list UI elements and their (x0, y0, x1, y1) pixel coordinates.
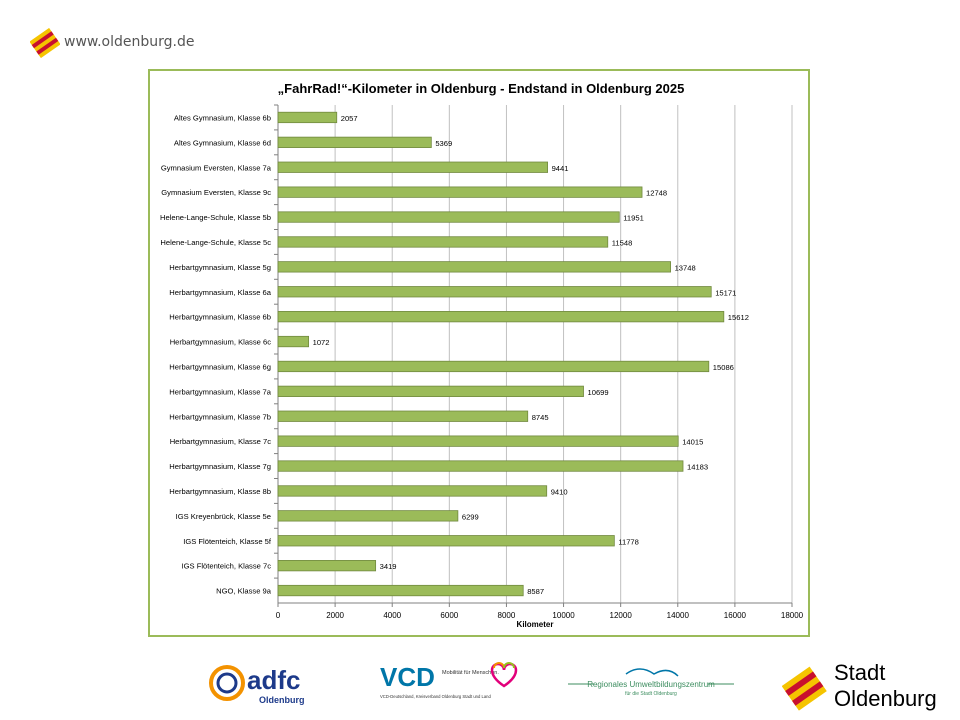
oldenburg-flag-icon (30, 28, 60, 58)
data-label: 11951 (623, 214, 644, 223)
oldenburg-flag-icon (782, 666, 827, 711)
bar (277, 584, 524, 597)
x-tick-label: 2000 (326, 611, 344, 620)
ubz-title: Regionales Umweltbildungszentrum (587, 680, 715, 689)
data-label: 9441 (552, 164, 569, 173)
data-label: 5369 (435, 139, 452, 148)
category-label: Gymnasium Eversten, Klasse 7a (161, 163, 272, 172)
oldenburg-label: Oldenburg (834, 686, 937, 711)
data-label: 14015 (682, 438, 703, 447)
category-label: IGS Flötenteich, Klasse 5f (183, 537, 272, 546)
data-label: 11778 (618, 537, 639, 546)
bar (277, 385, 584, 397)
data-label: 8587 (527, 587, 544, 596)
bar (277, 211, 620, 223)
vcd-wordmark: VCD (380, 662, 435, 692)
bar (277, 360, 710, 373)
bar-chart: „FahrRad!“-Kilometer in Oldenburg - Ends… (160, 81, 804, 629)
bar (277, 286, 712, 298)
category-label: Herbartgymnasium, Klasse 7a (169, 387, 271, 396)
category-label: Altes Gymnasium, Klasse 6d (174, 138, 271, 147)
category-label: Herbartgymnasium, Klasse 7c (170, 437, 271, 446)
umweltbildungszentrum-logo[interactable]: Regionales Umweltbildungszentrum für die… (566, 664, 736, 704)
x-tick-label: 4000 (383, 611, 401, 620)
data-label: 13748 (675, 263, 696, 272)
vcd-heart-icon (490, 662, 518, 688)
bar (277, 485, 548, 497)
bar (277, 236, 609, 248)
category-label: IGS Flötenteich, Klasse 7c (182, 562, 272, 571)
bar (277, 460, 684, 472)
data-label: 2057 (341, 114, 358, 123)
bar (277, 311, 725, 323)
x-tick-label: 12000 (610, 611, 633, 620)
category-label: Gymnasium Eversten, Klasse 9c (161, 188, 271, 197)
data-label: 12748 (646, 189, 667, 198)
category-label: IGS Kreyenbrück, Klasse 5e (176, 512, 271, 521)
bar (277, 161, 548, 173)
bar (277, 186, 643, 198)
data-label: 3419 (380, 562, 397, 571)
vcd-logo[interactable]: VCD Mobilität für Menschen. VCD-Deutschl… (380, 660, 520, 706)
category-label: Herbartgymnasium, Klasse 5g (169, 263, 271, 272)
data-label: 15086 (713, 363, 734, 372)
data-label: 10699 (588, 388, 609, 397)
x-tick-label: 0 (276, 611, 281, 620)
bar (277, 335, 310, 348)
bar (277, 261, 671, 273)
category-label: Herbartgymnasium, Klasse 6b (169, 313, 271, 322)
adfc-logo[interactable]: adfc Oldenburg (207, 660, 317, 706)
x-tick-label: 8000 (498, 611, 516, 620)
ubz-sublabel: für die Stadt Oldenburg (625, 691, 677, 697)
category-label: Altes Gymnasium, Klasse 6b (174, 113, 271, 122)
data-label: 15612 (728, 313, 749, 322)
chart-frame: „FahrRad!“-Kilometer in Oldenburg - Ends… (148, 69, 810, 637)
stadt-label: Stadt (834, 660, 885, 685)
x-axis-label: Kilometer (517, 620, 554, 629)
vcd-sublabel: VCD-Deutschland, Kreisverband Oldenburg … (380, 694, 491, 699)
vcd-tagline: Mobilität für Menschen. (442, 670, 499, 676)
category-label: NGO, Klasse 9a (216, 587, 272, 596)
bar (277, 435, 679, 447)
bar (277, 111, 338, 124)
category-label: Herbartgymnasium, Klasse 6g (169, 362, 271, 371)
adfc-wordmark: adfc (247, 665, 300, 695)
data-label: 6299 (462, 512, 479, 521)
category-label: Herbartgymnasium, Klasse 6c (170, 338, 271, 347)
x-tick-label: 6000 (440, 611, 458, 620)
data-label: 14183 (687, 463, 708, 472)
stadt-oldenburg-logo[interactable]: Stadt Oldenburg (782, 660, 952, 712)
data-label: 1072 (313, 338, 330, 347)
data-label: 15171 (715, 288, 736, 297)
category-label: Herbartgymnasium, Klasse 7b (169, 412, 271, 421)
data-label: 8745 (532, 413, 549, 422)
adfc-sublabel: Oldenburg (259, 695, 305, 705)
bar (277, 410, 529, 422)
category-label: Helene-Lange-Schule, Klasse 5c (160, 238, 271, 247)
adfc-logo-icon (209, 665, 245, 701)
x-tick-label: 10000 (552, 611, 575, 620)
data-label: 11548 (612, 238, 633, 247)
category-label: Herbartgymnasium, Klasse 6a (169, 288, 271, 297)
data-label: 9410 (551, 487, 568, 496)
bar (277, 136, 432, 148)
category-label: Herbartgymnasium, Klasse 7g (169, 462, 271, 471)
category-label: Herbartgymnasium, Klasse 8b (169, 487, 271, 496)
category-label: Helene-Lange-Schule, Klasse 5b (160, 213, 271, 222)
ubz-bird-icon (625, 668, 679, 677)
bar (277, 510, 459, 522)
x-tick-label: 16000 (724, 611, 747, 620)
bar (277, 535, 615, 547)
x-tick-label: 14000 (667, 611, 690, 620)
site-url[interactable]: www.oldenburg.de (64, 34, 195, 50)
bar (277, 560, 377, 572)
chart-title: „FahrRad!“-Kilometer in Oldenburg - Ends… (278, 81, 685, 96)
x-tick-label: 18000 (781, 611, 804, 620)
